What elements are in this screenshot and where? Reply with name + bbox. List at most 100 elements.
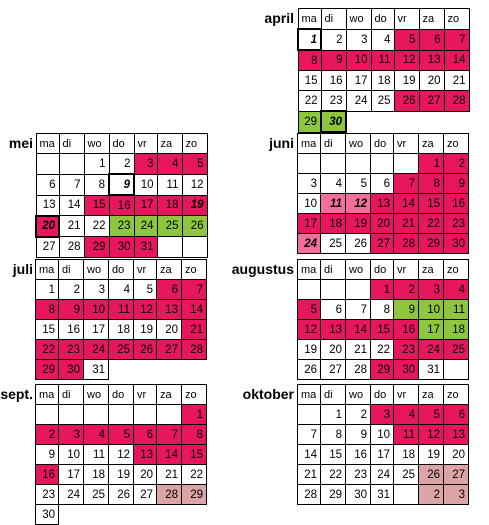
day-cell: 1 — [83, 153, 110, 175]
week-row: 20 21 22 23 24 25 26 — [35, 214, 208, 238]
day-cell: 2 — [35, 424, 59, 445]
day-cell: 3 — [418, 279, 444, 300]
day-cell: 19 — [133, 319, 157, 340]
day-cell: 4 — [370, 28, 395, 51]
week-row: 17 18 19 20 21 22 23 — [297, 213, 469, 234]
day-cell: 24 — [297, 233, 321, 254]
day-cell: 12 — [133, 299, 157, 320]
day-cell: 13 — [443, 424, 469, 445]
empty-cell — [181, 236, 208, 258]
day-cell: 19 — [418, 444, 444, 465]
day-cell: 22 — [181, 464, 207, 485]
day-cell: 12 — [345, 193, 371, 214]
day-cell: 7 — [156, 424, 182, 445]
weekday-header: zo — [181, 133, 208, 154]
day-cell: 7 — [181, 279, 207, 300]
day-cell: 10 — [58, 444, 84, 465]
day-cell: 10 — [345, 49, 372, 71]
day-cell: 26 — [181, 215, 208, 237]
calendar-grid-sept: ma di wo do vr za zo 1 2 3 4 5 6 7 8 9 10 11 12 13 14 15 16 17 1… — [35, 384, 207, 525]
day-cell: 13 — [35, 194, 60, 216]
calendar-grid-oktober: ma di wo do vr za zo 1 2 3 4 5 6 7 8 9 10 11 12 13 14 15 16 17 1… — [297, 384, 469, 505]
week-row: 9 10 11 12 13 14 15 — [35, 444, 207, 465]
week-row: 21 22 23 24 25 26 27 — [297, 464, 469, 485]
day-cell: 26 — [345, 233, 371, 254]
day-cell: 29 — [370, 359, 394, 380]
day-cell: 16 — [108, 194, 135, 216]
month-name-sept: sept. — [0, 386, 33, 402]
day-cell: 28 — [58, 236, 85, 258]
day-cell: 17 — [133, 194, 158, 216]
week-row: 19 20 21 22 23 24 25 — [297, 339, 469, 360]
day-cell: 23 — [320, 90, 347, 112]
weekday-header: do — [108, 384, 134, 405]
day-cell: 19 — [181, 194, 208, 216]
empty-cell — [393, 153, 419, 174]
day-cell: 7 — [443, 28, 470, 51]
weekday-header: ma — [297, 259, 321, 280]
day-cell: 30 — [108, 236, 135, 258]
day-cell: 14 — [58, 194, 85, 216]
day-cell: 29 — [297, 110, 322, 133]
day-cell: 19 — [108, 464, 134, 485]
day-cell: 16 — [58, 319, 84, 340]
day-cell: 23 — [58, 339, 84, 360]
week-row: 22 23 24 25 26 27 28 — [35, 339, 207, 360]
day-cell: 24 — [58, 484, 84, 505]
day-cell: 3 — [370, 404, 394, 425]
day-cell: 4 — [443, 279, 469, 300]
weekday-header: za — [156, 259, 182, 280]
day-cell: 11 — [393, 424, 419, 445]
day-cell: 20 — [418, 70, 445, 91]
day-cell: 2 — [108, 153, 135, 175]
day-cell: 29 — [418, 233, 444, 254]
day-cell: 19 — [393, 70, 420, 91]
weekday-header: wo — [345, 133, 371, 154]
day-cell: 15 — [181, 444, 207, 465]
day-cell: 29 — [83, 236, 110, 258]
empty-cell — [35, 404, 59, 425]
day-cell: 20 — [370, 213, 394, 234]
day-cell: 14 — [443, 49, 470, 71]
day-cell: 8 — [297, 49, 322, 71]
weekday-header: di — [320, 259, 346, 280]
day-cell: 13 — [156, 299, 182, 320]
week-row: 26 27 28 29 30 31 — [297, 359, 469, 380]
month-name-augustus: augustus — [231, 261, 294, 277]
day-cell: 17 — [418, 319, 444, 340]
empty-cell — [108, 404, 134, 425]
week-row: 10 11 12 13 14 15 16 — [297, 193, 469, 214]
weekday-header: ma — [297, 133, 321, 154]
day-cell: 17 — [345, 70, 372, 91]
weekday-header: za — [418, 133, 444, 154]
day-cell: 26 — [393, 90, 420, 112]
weekday-header: di — [58, 259, 84, 280]
day-cell: 11 — [83, 444, 109, 465]
empty-cell — [181, 359, 207, 380]
week-row: 27 28 29 30 31 — [35, 236, 208, 258]
day-cell: 10 — [418, 299, 444, 320]
day-cell: 5 — [297, 299, 321, 320]
weekday-header: di — [58, 384, 84, 405]
day-cell: 5 — [418, 404, 444, 425]
empty-cell — [297, 279, 321, 300]
month-name-juni: juni — [269, 135, 294, 151]
day-cell: 23 — [35, 484, 59, 505]
day-cell: 29 — [181, 484, 207, 505]
empty-cell — [133, 404, 157, 425]
day-cell: 20 — [35, 214, 60, 238]
day-cell: 23 — [108, 215, 135, 237]
empty-cell — [297, 404, 321, 425]
empty-cell — [320, 279, 346, 300]
empty-cell — [108, 359, 134, 380]
empty-cell — [371, 110, 394, 132]
day-cell: 18 — [320, 213, 346, 234]
day-cell: 8 — [83, 173, 110, 196]
weekday-header: do — [370, 259, 394, 280]
weekday-header: di — [320, 8, 347, 30]
empty-cell — [443, 359, 469, 380]
week-row: 16 17 18 19 20 21 22 — [35, 464, 207, 485]
weekday-header: wo — [345, 8, 372, 30]
month-name-juli: juli — [12, 261, 33, 277]
